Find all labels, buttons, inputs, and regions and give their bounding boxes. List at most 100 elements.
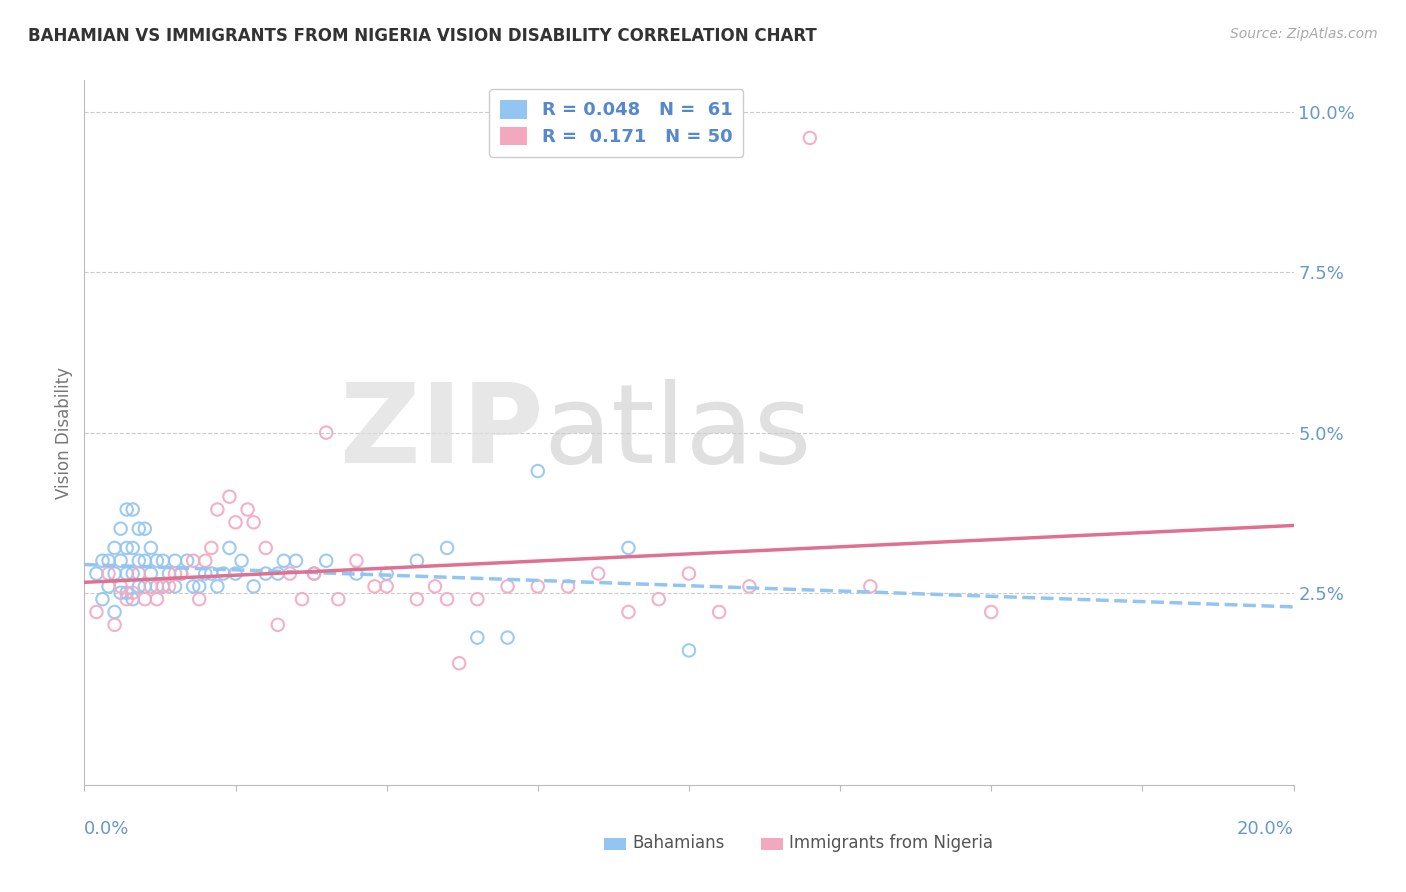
Point (86, 605, 108, 619)
Point (449, 657, 471, 671)
Point (496, 631, 519, 645)
Point (267, 617, 290, 632)
Point (212, 566, 235, 581)
Point (146, 579, 169, 593)
Point (678, 643, 700, 657)
Text: Source: ZipAtlas.com: Source: ZipAtlas.com (1230, 27, 1378, 41)
Point (218, 541, 240, 555)
Point (328, 592, 350, 607)
Point (97, 579, 120, 593)
Point (165, 579, 187, 593)
Point (980, 605, 1002, 619)
Point (115, 502, 138, 516)
Point (115, 592, 138, 607)
Text: ZIP: ZIP (340, 379, 544, 486)
Point (86, 566, 108, 581)
Point (738, 579, 761, 593)
Text: 0.0%: 0.0% (84, 821, 129, 838)
Point (188, 579, 211, 593)
Point (709, 605, 731, 619)
Point (363, 579, 385, 593)
Point (165, 554, 187, 568)
Point (146, 554, 169, 568)
Point (242, 516, 264, 530)
Point (557, 579, 579, 593)
Point (146, 592, 169, 607)
Point (134, 592, 156, 607)
Point (110, 522, 132, 536)
Point (617, 605, 640, 619)
Point (152, 554, 174, 568)
Point (176, 554, 198, 568)
Point (467, 592, 489, 607)
Point (157, 566, 180, 581)
Point (375, 579, 398, 593)
Bar (762, 838, 783, 850)
Text: Immigrants from Nigeria: Immigrants from Nigeria (789, 834, 993, 853)
Point (97, 554, 120, 568)
Point (194, 566, 217, 581)
Point (648, 592, 671, 607)
Point (231, 554, 253, 568)
Point (273, 554, 295, 568)
Point (104, 566, 127, 581)
Point (128, 579, 150, 593)
Point (406, 592, 429, 607)
Point (194, 554, 217, 568)
Point (115, 586, 138, 600)
Point (527, 579, 550, 593)
Point (128, 554, 150, 568)
Point (436, 592, 458, 607)
Point (859, 579, 882, 593)
Point (104, 617, 127, 632)
Point (207, 579, 229, 593)
Point (128, 566, 150, 581)
Point (315, 425, 337, 440)
Point (165, 566, 187, 581)
Point (121, 586, 143, 600)
Point (134, 522, 156, 536)
Point (617, 541, 640, 555)
Point (152, 579, 174, 593)
Point (218, 490, 240, 504)
Point (115, 541, 138, 555)
Point (91, 592, 114, 607)
Text: BAHAMIAN VS IMMIGRANTS FROM NIGERIA VISION DISABILITY CORRELATION CHART: BAHAMIAN VS IMMIGRANTS FROM NIGERIA VISI… (28, 27, 817, 45)
Point (91, 554, 114, 568)
Point (436, 541, 458, 555)
Point (121, 566, 143, 581)
Point (157, 579, 180, 593)
Point (121, 541, 143, 555)
Point (678, 566, 700, 581)
Point (110, 579, 132, 593)
Point (121, 592, 143, 607)
Point (423, 579, 446, 593)
Point (139, 541, 162, 555)
Point (527, 464, 550, 478)
Point (170, 566, 193, 581)
Bar (605, 838, 626, 850)
Point (170, 566, 193, 581)
Point (134, 554, 156, 568)
Point (588, 566, 610, 581)
Point (346, 554, 368, 568)
Point (207, 502, 229, 516)
Point (200, 566, 222, 581)
Point (104, 605, 127, 619)
Point (97, 566, 120, 581)
Point (128, 522, 150, 536)
Point (104, 541, 127, 555)
Y-axis label: Vision Disability: Vision Disability (55, 367, 73, 499)
Legend: R = 0.048   N =  61, R =  0.171   N = 50: R = 0.048 N = 61, R = 0.171 N = 50 (489, 89, 744, 157)
Point (242, 579, 264, 593)
Point (181, 579, 204, 593)
Point (278, 566, 301, 581)
Point (236, 502, 259, 516)
Point (225, 516, 247, 530)
Point (121, 502, 143, 516)
Point (302, 566, 325, 581)
Point (346, 566, 368, 581)
Point (139, 579, 162, 593)
Point (406, 554, 429, 568)
Point (496, 579, 519, 593)
